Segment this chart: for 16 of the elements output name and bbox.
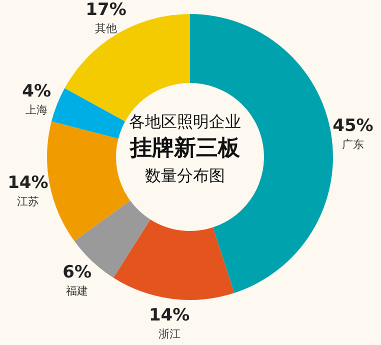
data-label: 6% xyxy=(62,262,92,282)
data-label: 45% xyxy=(332,116,374,136)
data-label: 14% xyxy=(8,172,48,193)
donut-slice xyxy=(51,88,126,139)
slice-label: 江苏 xyxy=(16,194,39,208)
slice-label: 其他 xyxy=(95,22,118,35)
slice-label: 浙江 xyxy=(158,328,180,341)
donut-slice xyxy=(113,219,234,300)
data-label: 14% xyxy=(148,306,190,326)
slice-label: 上海 xyxy=(26,103,48,116)
data-label: 17% xyxy=(86,0,126,20)
slice-label: 广东 xyxy=(342,138,364,152)
slice-label: 福建 xyxy=(66,284,88,298)
text: 各地区照明企业挂牌新三板数量分布图 xyxy=(128,111,242,187)
donut-slice xyxy=(47,121,130,242)
data-label: 4% xyxy=(22,81,52,102)
